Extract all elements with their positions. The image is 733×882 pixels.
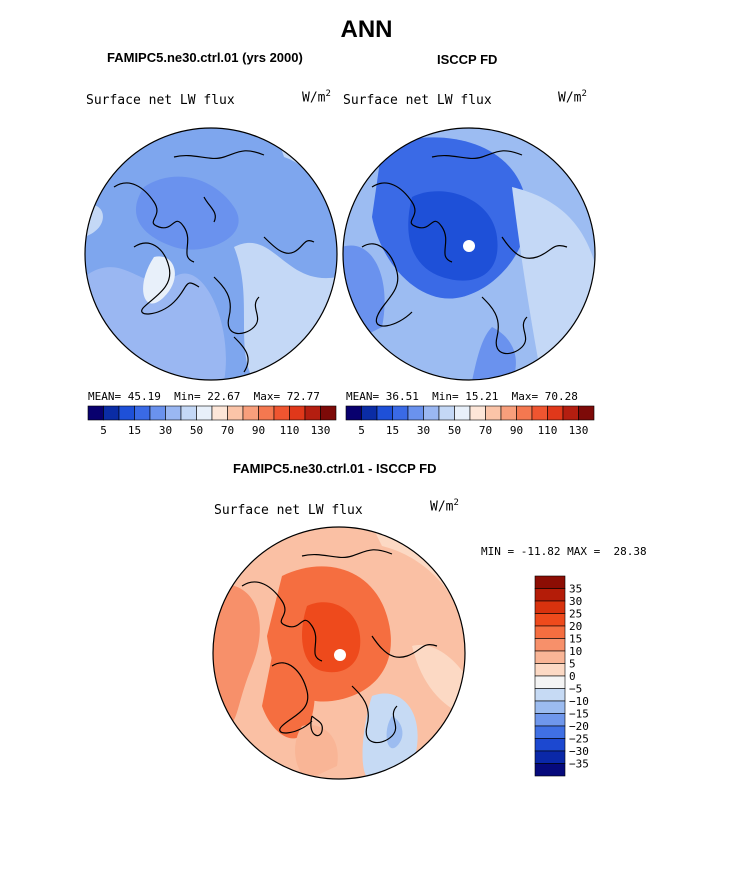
panel-2-colorbar-swatch: [531, 405, 548, 421]
panel-1-colorbar-swatch: [211, 405, 228, 421]
panel-2-colorbar-swatch: [547, 405, 564, 421]
difference-colorbar-tick-label: −25: [569, 733, 589, 746]
difference-colorbar-tick-label: 0: [569, 670, 576, 683]
difference-colorbar-swatch: [534, 725, 566, 739]
panel-1-colorbar-swatch: [180, 405, 197, 421]
panel-2-colorbar-tick-label: 15: [386, 424, 399, 437]
panel-1-colorbar-tick-label: 5: [100, 424, 107, 437]
difference-colorbar-tick-label: −30: [569, 745, 589, 758]
panel-2-units: W/m2: [558, 89, 587, 106]
difference-colorbar-swatch: [534, 588, 566, 602]
difference-colorbar-swatch: [534, 700, 566, 714]
difference-colorbar-swatch: [534, 638, 566, 652]
panel-2-colorbar-swatch: [392, 405, 409, 421]
difference-colorbar-tick-label: 35: [569, 583, 582, 596]
difference-colorbar-tick-label: −15: [569, 708, 589, 721]
difference-units: W/m2: [430, 498, 459, 515]
panel-1-units: W/m2: [302, 89, 331, 106]
panel-2-colorbar-swatch: [438, 405, 455, 421]
panel-1-colorbar-tick-label: 70: [221, 424, 234, 437]
panel-2-colorbar-swatch: [407, 405, 424, 421]
panel-1-colorbar-swatch: [149, 405, 166, 421]
panel-1-title: FAMIPC5.ne30.ctrl.01 (yrs 2000): [107, 50, 303, 65]
difference-colorbar-tick-label: −10: [569, 695, 589, 708]
difference-colorbar-tick-label: −20: [569, 720, 589, 733]
panel-1-colorbar-tick-label: 90: [252, 424, 265, 437]
panel-1-colorbar-swatch: [289, 405, 306, 421]
difference-colorbar-swatch: [534, 575, 566, 589]
panel-1-colorbar-swatch: [87, 405, 104, 421]
panel-1-colorbar-tick-label: 15: [128, 424, 141, 437]
panel-1-colorbar-swatch: [134, 405, 151, 421]
panel-2-colorbar-swatch: [423, 405, 440, 421]
difference-colorbar-swatch: [534, 750, 566, 764]
difference-colorbar-tick-label: 5: [569, 658, 576, 671]
panel-1-colorbar-swatch: [227, 405, 244, 421]
panel-1-stats: MEAN= 45.19 Min= 22.67 Max= 72.77: [88, 390, 320, 403]
difference-colorbar-tick-label: −35: [569, 758, 589, 771]
difference-colorbar-swatch: [534, 738, 566, 752]
panel-2-colorbar-swatch: [516, 405, 533, 421]
panel-1-colorbar-swatch: [320, 405, 337, 421]
panel-1-colorbar-tick-label: 50: [190, 424, 203, 437]
difference-colorbar-tick-label: 15: [569, 633, 582, 646]
panel-2-colorbar-tick-label: 30: [417, 424, 430, 437]
panel-2-colorbar-swatch: [361, 405, 378, 421]
panel-2-plot-label: Surface net LW flux: [343, 93, 492, 108]
panel-2-colorbar-tick-label: 90: [510, 424, 523, 437]
difference-colorbar-swatch: [534, 663, 566, 677]
panel-2-colorbar-tick-label: 50: [448, 424, 461, 437]
panel-2-stats: MEAN= 36.51 Min= 15.21 Max= 70.28: [346, 390, 578, 403]
panel-1-colorbar-swatch: [118, 405, 135, 421]
difference-colorbar-tick-label: 20: [569, 620, 582, 633]
difference-min-max: MIN = -11.82 MAX = 28.38: [481, 545, 647, 558]
difference-colorbar-tick-label: −5: [569, 683, 582, 696]
difference-colorbar-swatch: [534, 625, 566, 639]
panel-1-polar-map: [84, 127, 338, 381]
panel-2-colorbar-swatch: [469, 405, 486, 421]
difference-colorbar-swatch: [534, 675, 566, 689]
panel-1-plot-label: Surface net LW flux: [86, 93, 235, 108]
difference-colorbar-swatch: [534, 763, 566, 777]
difference-colorbar-swatch: [534, 713, 566, 727]
difference-colorbar-swatch: [534, 688, 566, 702]
panel-2-title: ISCCP FD: [437, 52, 498, 67]
panel-1-colorbar-swatch: [165, 405, 182, 421]
difference-plot-label: Surface net LW flux: [214, 503, 363, 518]
difference-colorbar-tick-label: 25: [569, 608, 582, 621]
panel-1-colorbar-swatch: [304, 405, 321, 421]
panel-1-colorbar-swatch: [242, 405, 259, 421]
difference-colorbar-tick-label: 30: [569, 595, 582, 608]
panel-1-colorbar-swatch: [196, 405, 213, 421]
panel-2-colorbar-swatch: [376, 405, 393, 421]
panel-2-colorbar-tick-label: 130: [569, 424, 589, 437]
panel-2-colorbar-swatch: [500, 405, 517, 421]
difference-colorbar-tick-label: 10: [569, 645, 582, 658]
panel-2-colorbar-swatch: [454, 405, 471, 421]
difference-title: FAMIPC5.ne30.ctrl.01 - ISCCP FD: [233, 461, 437, 476]
difference-colorbar-swatch: [534, 600, 566, 614]
panel-2-colorbar-swatch: [578, 405, 595, 421]
panel-1-colorbar-tick-label: 130: [311, 424, 331, 437]
panel-2-polar-map: [342, 127, 596, 381]
page-title: ANN: [340, 16, 393, 43]
panel-2-colorbar-tick-label: 5: [358, 424, 365, 437]
panel-1-colorbar-swatch: [103, 405, 120, 421]
difference-polar-map: [212, 526, 466, 780]
difference-colorbar-swatch: [534, 650, 566, 664]
panel-2-colorbar-swatch: [345, 405, 362, 421]
panel-2-colorbar-tick-label: 70: [479, 424, 492, 437]
panel-2-colorbar: 5 15 30 50 70 90 110 130: [345, 405, 595, 437]
panel-1-colorbar-tick-label: 30: [159, 424, 172, 437]
panel-1-colorbar-swatch: [273, 405, 290, 421]
difference-colorbar-swatch: [534, 613, 566, 627]
panel-1-colorbar-tick-label: 110: [280, 424, 300, 437]
panel-1-colorbar-swatch: [258, 405, 275, 421]
panel-2-colorbar-tick-label: 110: [538, 424, 558, 437]
panel-2-colorbar-swatch: [485, 405, 502, 421]
panel-1-colorbar: 5 15 30 50 70 90 110 130: [87, 405, 337, 437]
panel-2-colorbar-swatch: [562, 405, 579, 421]
